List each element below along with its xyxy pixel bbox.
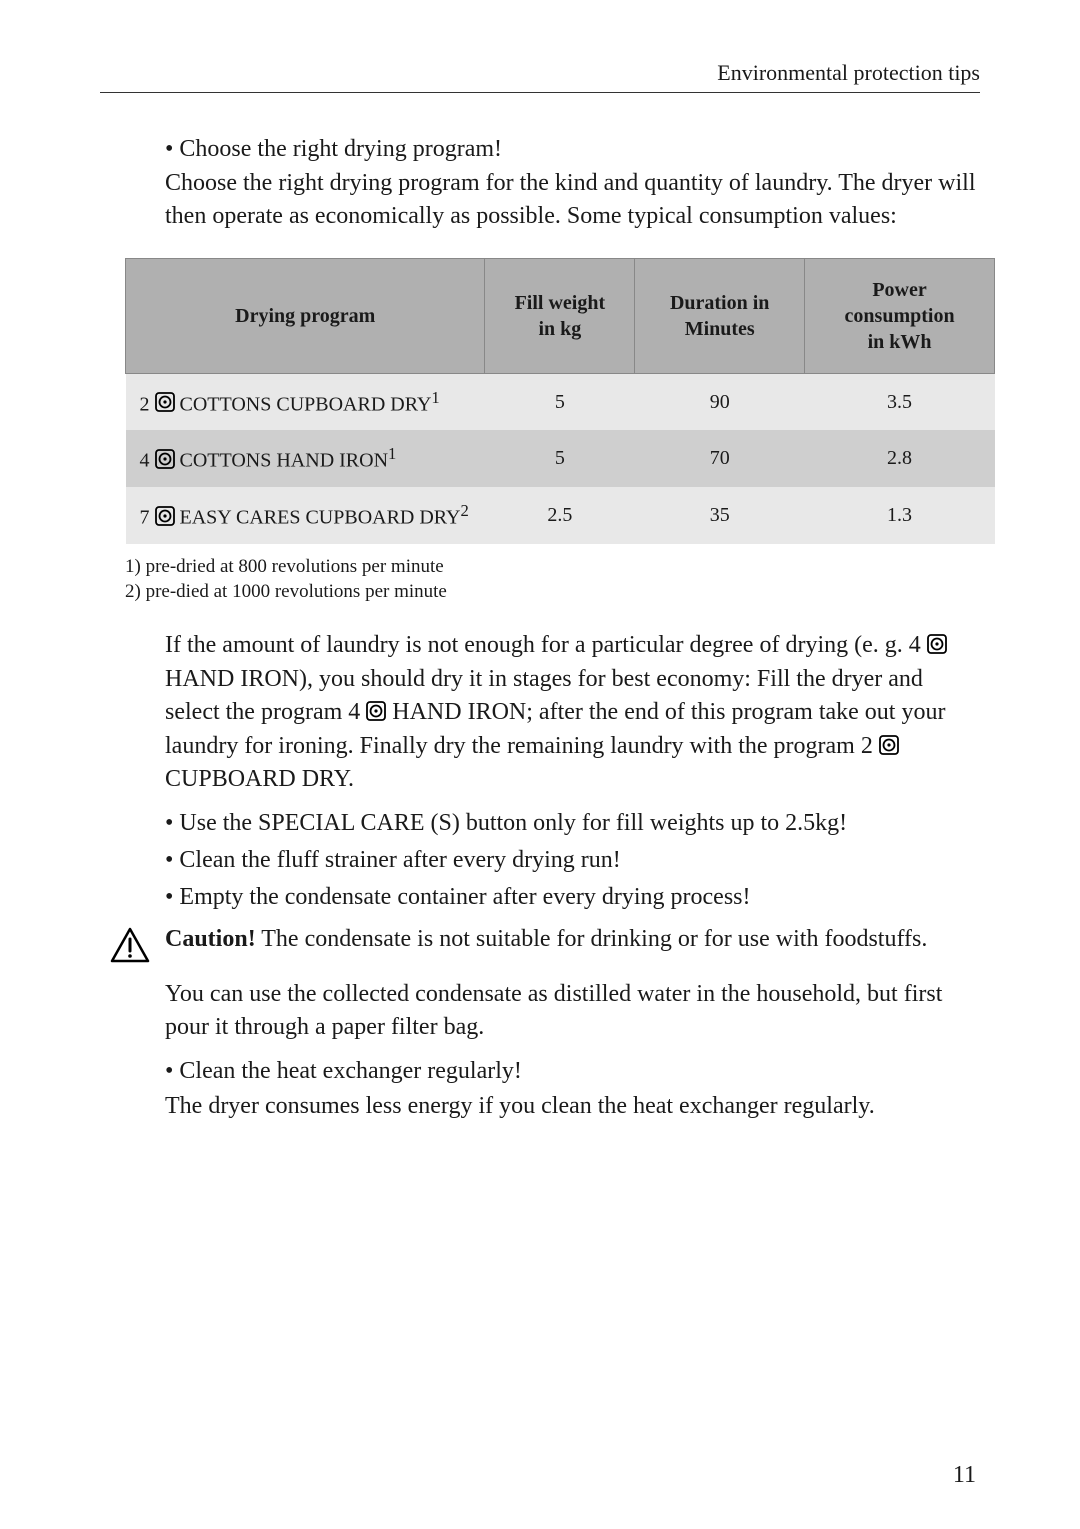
page-number: 11 [953,1462,976,1489]
consumption-table: Drying program Fill weight in kg Duratio… [125,258,995,544]
caution-text: Caution! The condensate is not suitable … [165,923,927,957]
intro-bullet-body: Choose the right drying program for the … [165,167,980,234]
cell-duration: 35 [635,487,805,544]
cell-program: 2 COTTONS CUPBOARD DRY1 [126,373,485,430]
cell-power: 3.5 [805,373,995,430]
table-footnotes: 1) pre-dried at 800 revolutions per minu… [125,554,980,605]
table-row: 4 COTTONS HAND IRON15702.8 [126,430,995,487]
cell-weight: 5 [485,373,635,430]
dryer-icon [155,392,175,412]
cell-weight: 2.5 [485,487,635,544]
th-power: Power consumption in kWh [805,258,995,373]
body-para-1: If the amount of laundry is not enough f… [165,629,980,797]
bullet-condensate-container: • Empty the condensate container after e… [165,879,980,916]
table-header-row: Drying program Fill weight in kg Duratio… [126,258,995,373]
th-power-l2: consumption [845,305,955,327]
cell-duration: 90 [635,373,805,430]
para1-d: CUPBOARD DRY. [165,766,354,792]
cell-power: 2.8 [805,430,995,487]
section-header: Environmental protection tips [100,60,980,93]
dryer-icon [155,449,175,469]
cell-power: 1.3 [805,487,995,544]
dryer-icon [155,506,175,526]
th-duration-l2: Minutes [685,318,755,340]
caution-block: Caution! The condensate is not suitable … [100,923,980,968]
th-weight-l2: in kg [538,318,581,340]
footnote-1: 1) pre-dried at 800 revolutions per minu… [125,554,980,580]
th-power-l3: in kWh [868,331,932,353]
footnote-2: 2) pre-died at 1000 revolutions per minu… [125,579,980,605]
body-para-3: The dryer consumes less energy if you cl… [165,1090,980,1124]
bullet-special-care: • Use the SPECIAL CARE (S) button only f… [165,805,980,842]
th-weight: Fill weight in kg [485,258,635,373]
body-para-2: You can use the collected condensate as … [165,978,980,1045]
cell-weight: 5 [485,430,635,487]
cell-program: 7 EASY CARES CUPBOARD DRY2 [126,487,485,544]
dryer-icon [366,701,386,721]
dryer-icon [879,735,899,755]
th-weight-l1: Fill weight [515,292,606,314]
th-program: Drying program [126,258,485,373]
caution-strong: Caution! [165,926,256,952]
th-duration: Duration in Minutes [635,258,805,373]
bullet-heat-exchanger: • Clean the heat exchanger regularly! [165,1053,980,1090]
cell-program: 4 COTTONS HAND IRON1 [126,430,485,487]
intro-bullet-title: • Choose the right drying program! [165,133,980,167]
cell-duration: 70 [635,430,805,487]
table-row: 7 EASY CARES CUPBOARD DRY22.5351.3 [126,487,995,544]
bullet-fluff-strainer: • Clean the fluff strainer after every d… [165,842,980,879]
warning-icon [110,927,155,968]
para1-a: If the amount of laundry is not enough f… [165,632,927,658]
th-duration-l1: Duration in [670,292,769,314]
table-row: 2 COTTONS CUPBOARD DRY15903.5 [126,373,995,430]
caution-rest: The condensate is not suitable for drink… [256,926,928,952]
th-power-l1: Power [872,279,926,301]
dryer-icon [927,634,947,654]
